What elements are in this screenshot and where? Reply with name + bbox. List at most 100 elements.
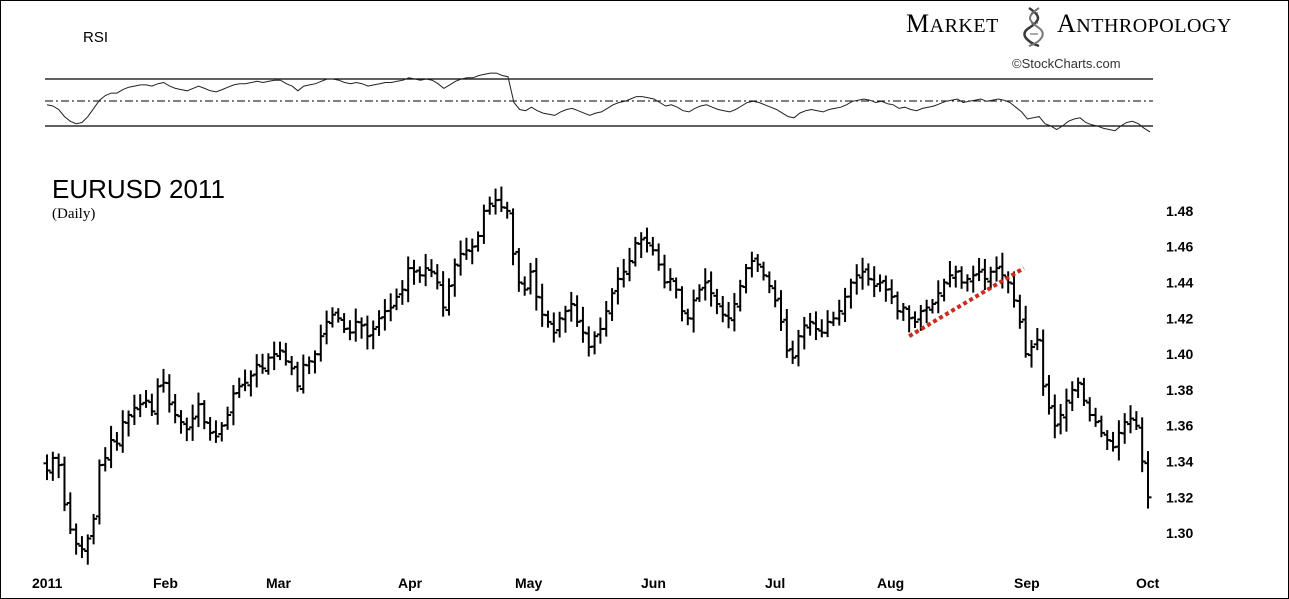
price-bar xyxy=(678,286,686,322)
price-bar xyxy=(49,451,57,481)
price-bar xyxy=(591,331,599,355)
price-bar xyxy=(1132,411,1140,431)
price-bar xyxy=(975,257,983,282)
price-bar xyxy=(626,247,634,282)
price-bar xyxy=(905,305,913,333)
price-bar xyxy=(928,298,936,314)
price-bar xyxy=(573,295,581,327)
price-bar xyxy=(346,320,354,341)
price-bar xyxy=(259,353,267,374)
price-bar xyxy=(719,295,727,323)
price-bar xyxy=(958,266,966,289)
price-bar xyxy=(194,392,202,428)
price-bar xyxy=(1045,375,1053,415)
price-bar xyxy=(1127,405,1135,434)
price-bar xyxy=(870,266,878,298)
price-bar xyxy=(1027,339,1035,368)
price-bar xyxy=(532,257,540,311)
price-bar xyxy=(276,341,284,361)
price-bar xyxy=(736,279,744,312)
price-bar xyxy=(113,432,121,451)
price-bar xyxy=(585,326,593,357)
price-bar xyxy=(288,355,296,376)
y-tick-label: 1.48 xyxy=(1166,203,1193,219)
price-bar xyxy=(812,311,820,341)
price-bar xyxy=(923,299,931,324)
price-bar xyxy=(160,368,168,393)
price-bar xyxy=(538,283,546,327)
price-bar xyxy=(433,264,441,290)
price-bar xyxy=(183,417,191,442)
price-bar xyxy=(660,254,668,289)
price-bar xyxy=(556,311,564,338)
price-bar xyxy=(800,316,808,350)
brand-logo: MARKET ANTHROPOLOGY ©StockCharts.com xyxy=(906,6,1231,71)
price-bar xyxy=(293,361,301,392)
price-bar xyxy=(888,279,896,305)
rsi-line xyxy=(46,72,1151,133)
price-bar xyxy=(398,280,406,305)
price-bar xyxy=(608,288,616,321)
price-bar xyxy=(119,410,127,453)
price-bar xyxy=(206,417,214,441)
price-bar xyxy=(1068,381,1076,412)
price-bar xyxy=(876,274,884,292)
x-tick-label: Jun xyxy=(641,575,666,591)
price-bar xyxy=(1016,294,1024,329)
price-bar xyxy=(43,454,51,481)
y-tick-label: 1.38 xyxy=(1166,382,1193,398)
price-bar xyxy=(235,377,243,398)
price-bar xyxy=(521,276,529,296)
price-bar xyxy=(1022,305,1030,358)
price-bar xyxy=(492,188,500,215)
price-bar xyxy=(317,324,325,362)
price-bar xyxy=(631,236,639,267)
x-tick-label: Mar xyxy=(266,575,291,591)
price-bar xyxy=(1115,420,1123,461)
price-bar xyxy=(95,459,103,525)
price-bar xyxy=(387,293,395,322)
price-bar xyxy=(614,267,622,305)
price-bar xyxy=(1051,394,1059,439)
price-bar xyxy=(451,258,459,297)
price-bar xyxy=(334,308,342,323)
y-tick-label: 1.34 xyxy=(1166,454,1193,470)
price-bar xyxy=(666,268,674,291)
price-bar xyxy=(946,261,954,288)
price-bar xyxy=(323,310,331,345)
price-bar xyxy=(224,406,232,430)
chart-subtitle: (Daily) xyxy=(52,206,95,222)
price-bar xyxy=(101,447,109,472)
price-bar xyxy=(690,289,698,333)
price-bar xyxy=(200,400,208,430)
price-bar xyxy=(713,288,721,315)
price-bar xyxy=(707,271,715,307)
price-bar xyxy=(841,287,849,322)
price-bar xyxy=(229,385,237,426)
rsi-panel: RSI xyxy=(45,29,1153,133)
price-bar xyxy=(1057,404,1065,435)
price-bar xyxy=(136,394,144,418)
price-bars xyxy=(43,186,1152,565)
price-bar xyxy=(730,293,738,332)
price-bar xyxy=(148,393,156,416)
price-bar xyxy=(55,453,63,479)
rsi-label: RSI xyxy=(83,29,108,46)
price-bar xyxy=(725,302,733,329)
price-bar xyxy=(1039,329,1047,396)
price-bar xyxy=(125,410,133,437)
price-bar xyxy=(579,306,587,343)
price-bar xyxy=(963,274,971,292)
price-bar xyxy=(1121,413,1129,444)
price-bar xyxy=(439,271,447,317)
price-bar xyxy=(142,390,150,408)
price-bar xyxy=(66,492,74,534)
price-bar xyxy=(701,268,709,301)
y-tick-label: 1.36 xyxy=(1166,418,1193,434)
price-bar xyxy=(328,307,336,328)
price-bar xyxy=(189,404,197,441)
price-bar xyxy=(643,227,651,253)
price-bar xyxy=(1109,431,1117,452)
price-bar xyxy=(72,523,80,555)
